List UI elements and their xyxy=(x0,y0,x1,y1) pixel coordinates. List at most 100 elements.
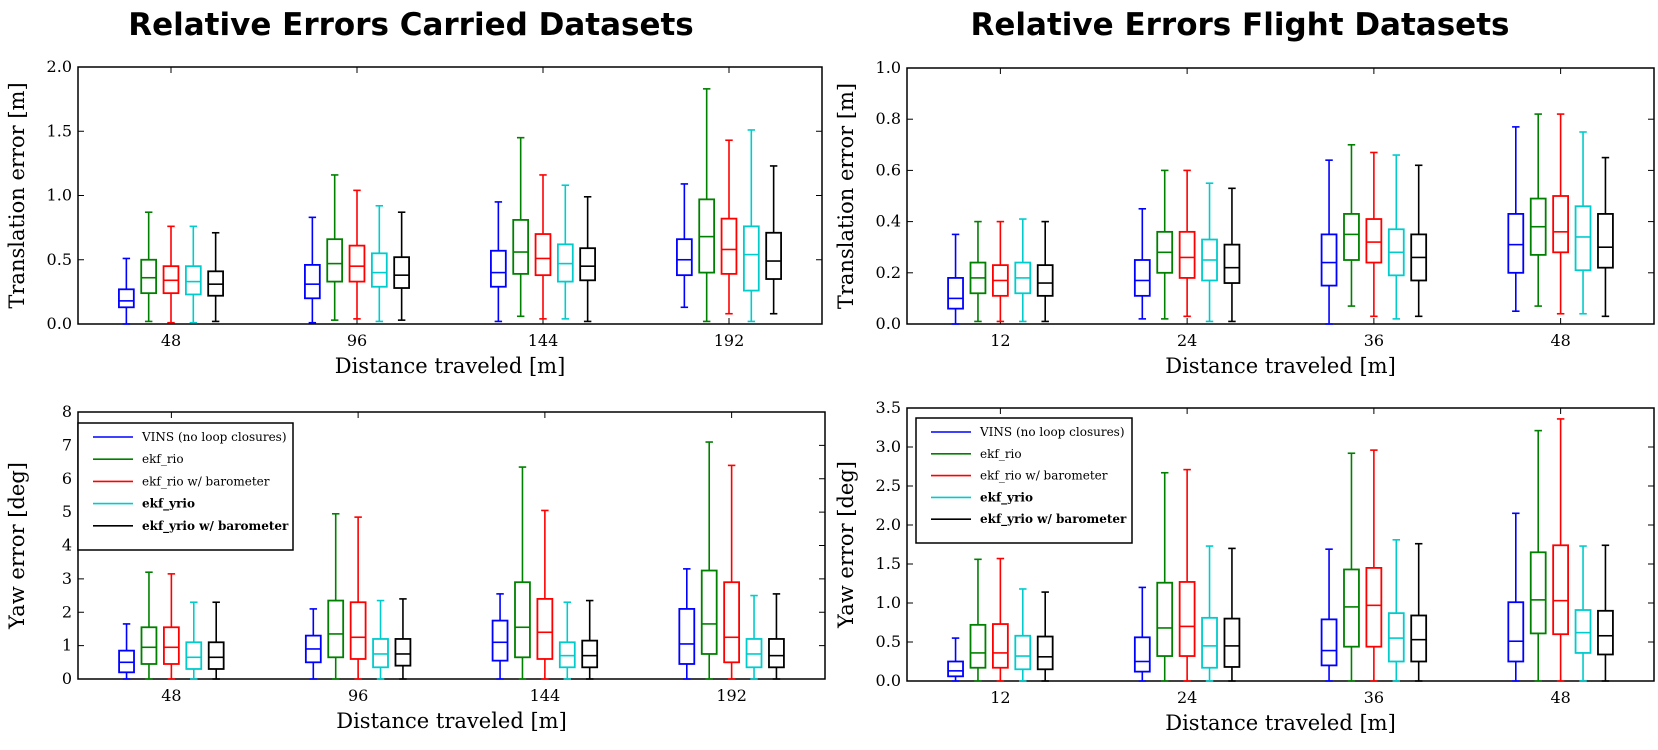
box-iqr xyxy=(765,231,782,280)
y-tick-label: 1.0 xyxy=(876,58,901,77)
right-column-title: Relative Errors Flight Datasets xyxy=(971,7,1510,43)
box-iqr xyxy=(947,660,964,678)
box-vins-no-loop-closures--192 xyxy=(678,568,696,680)
box-ekf-yrio-w-barometer-144 xyxy=(581,599,599,680)
box-iqr xyxy=(512,219,530,275)
box-iqr xyxy=(1410,614,1428,663)
box-vins-no-loop-closures--12 xyxy=(947,637,964,682)
chart-panel-4: 0.0 0.5 1.0 1.5 2.0 2.5 3.0 3.5 12 24 36 48 Distance… xyxy=(834,398,1655,735)
x-tick-label: 36 xyxy=(1364,688,1384,707)
y-tick-label: 0.5 xyxy=(47,250,72,269)
x-axis-label: Distance traveled [m] xyxy=(1165,354,1396,378)
box-ekf-yrio-w-barometer-48 xyxy=(1597,156,1614,318)
box-iqr xyxy=(1320,233,1338,287)
box-iqr xyxy=(676,238,693,277)
x-tick-label: 48 xyxy=(1550,331,1570,350)
box-vins-no-loop-closures--24 xyxy=(1133,208,1151,320)
box-ekf-rio-96 xyxy=(327,512,345,680)
box-iqr xyxy=(163,626,180,665)
box-ekf-yrio-48 xyxy=(1574,131,1592,315)
box-ekf-yrio-48 xyxy=(1574,545,1592,682)
box-iqr xyxy=(1343,213,1360,261)
box-vins-no-loop-closures--48 xyxy=(118,623,135,680)
chart-panel-1: 0.0 0.5 1.0 1.5 2.0 48 96 144 192 Distance travel… xyxy=(5,57,823,378)
box-ekf-yrio-96 xyxy=(370,204,388,323)
box-vins-no-loop-closures--96 xyxy=(304,608,322,680)
y-tick-label: 1.0 xyxy=(47,186,72,205)
box-ekf-rio-192 xyxy=(700,441,718,680)
box-iqr xyxy=(1223,617,1241,668)
box-iqr xyxy=(768,638,785,669)
box-iqr xyxy=(1574,205,1592,272)
y-tick-label: 2.0 xyxy=(876,515,901,534)
box-iqr xyxy=(1507,213,1525,274)
box-iqr xyxy=(140,258,158,295)
box-iqr xyxy=(1597,609,1614,656)
box-iqr xyxy=(678,608,696,665)
box-ekf-yrio-w-barometer-48 xyxy=(207,601,225,680)
x-tick-label: 24 xyxy=(1177,331,1197,350)
x-axis-label: Distance traveled [m] xyxy=(335,354,566,378)
box-ekf-yrio-36 xyxy=(1387,539,1405,682)
box-iqr xyxy=(326,238,344,283)
box-ekf-yrio-w-barometer-192 xyxy=(765,165,782,315)
box-ekf-rio-w-barometer-48 xyxy=(1552,113,1569,315)
box-ekf-yrio-w-barometer-24 xyxy=(1223,547,1241,682)
box-iqr xyxy=(1178,581,1196,657)
legend-label: ekf_rio xyxy=(980,447,1022,461)
x-tick-label: 144 xyxy=(530,686,561,705)
y-tick-label: 6 xyxy=(62,469,72,488)
y-tick-label: 0.6 xyxy=(876,160,901,179)
box-ekf-rio-w-barometer-192 xyxy=(723,464,740,680)
box-iqr xyxy=(1320,618,1338,667)
box-vins-no-loop-closures--48 xyxy=(1507,512,1525,682)
box-ekf-yrio-144 xyxy=(556,184,574,320)
box-iqr xyxy=(372,638,389,669)
box-ekf-yrio-w-barometer-48 xyxy=(1597,544,1614,682)
box-iqr xyxy=(1133,259,1151,297)
box-iqr xyxy=(348,244,366,283)
box-ekf-yrio-w-barometer-12 xyxy=(1036,220,1054,323)
box-iqr xyxy=(1133,636,1151,673)
box-ekf-yrio-w-barometer-48 xyxy=(207,231,224,323)
y-tick-label: 3.5 xyxy=(876,398,901,417)
box-ekf-rio-144 xyxy=(514,466,531,680)
box-iqr xyxy=(1529,551,1547,635)
box-iqr xyxy=(1343,568,1360,648)
y-tick-label: 2.0 xyxy=(47,57,72,76)
box-ekf-rio-w-barometer-48 xyxy=(163,573,180,680)
box-ekf-rio-w-barometer-144 xyxy=(536,509,554,680)
box-vins-no-loop-closures--144 xyxy=(490,201,507,323)
x-axis-label: Distance traveled [m] xyxy=(1165,711,1396,735)
box-ekf-rio-48 xyxy=(1529,429,1547,682)
box-iqr xyxy=(1156,581,1174,657)
box-iqr xyxy=(558,641,576,669)
x-axis-label: Distance traveled [m] xyxy=(336,709,567,733)
y-tick-label: 1.5 xyxy=(47,121,72,140)
box-ekf-rio-192 xyxy=(698,88,716,323)
box-iqr xyxy=(1223,243,1241,284)
box-iqr xyxy=(1552,195,1569,254)
box-ekf-yrio-192 xyxy=(745,594,763,680)
x-tick-label: 12 xyxy=(990,331,1010,350)
y-tick-label: 0.8 xyxy=(876,109,901,128)
legend-label: ekf_yrio w/ barometer xyxy=(142,519,289,534)
box-iqr xyxy=(742,225,760,292)
box-ekf-rio-w-barometer-12 xyxy=(992,557,1009,682)
legend-label: ekf_rio w/ barometer xyxy=(142,474,270,488)
box-ekf-rio-12 xyxy=(969,558,987,682)
box-ekf-rio-48 xyxy=(1529,113,1547,307)
box-ekf-rio-144 xyxy=(512,136,530,318)
y-tick-label: 1 xyxy=(62,636,72,655)
box-ekf-yrio-144 xyxy=(558,601,576,680)
y-tick-label: 5 xyxy=(62,502,72,521)
box-iqr xyxy=(184,265,202,296)
box-ekf-rio-48 xyxy=(140,211,158,323)
box-iqr xyxy=(723,581,740,664)
box-iqr xyxy=(491,619,509,662)
box-iqr xyxy=(393,256,410,289)
box-ekf-rio-48 xyxy=(140,571,158,680)
y-tick-label: 0.0 xyxy=(47,314,72,333)
